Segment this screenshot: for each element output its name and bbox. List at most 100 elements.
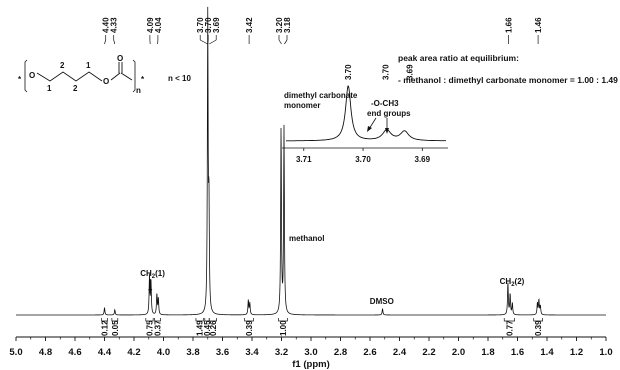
peak-annotations: CH2(1) methanol DMSO CH2(2) [140, 234, 524, 306]
integral-bracket [154, 318, 161, 322]
inset-peak-label: 3.70 [382, 64, 391, 80]
peak-labels: 4.40 4.33 4.09 4.04 3.70 3.70 3.69 3.42 3.20 3.18… [102, 17, 543, 45]
polymer-structure: * O 1 2 2 1 O O n * n < 10 [18, 54, 191, 95]
peak-label-leader [113, 39, 116, 45]
annotation-arrowhead-ch2-1 [148, 289, 153, 294]
peak-label: 3.18 [283, 17, 292, 33]
x-tick-label: 4.0 [157, 347, 170, 358]
x-tick-label: 3.8 [186, 347, 199, 358]
peak-label: 3.69 [212, 17, 221, 33]
inset-endgroup-label-line2: end groups [367, 109, 411, 118]
annotation-dmso: DMSO [370, 297, 394, 306]
inset-peak-label: 3.70 [344, 64, 353, 80]
x-tick-label: 1.6 [511, 347, 524, 358]
x-tick-label: 2.8 [334, 347, 347, 358]
integral-value: 0.75 [146, 320, 155, 336]
annotation-ch2-1: CH2(1) [140, 269, 165, 280]
integral-value: 0.77 [505, 320, 514, 336]
structure-carbon-2a: 2 [60, 61, 65, 70]
x-tick-label: 4.2 [127, 347, 140, 358]
structure-repeat-n: n [136, 86, 141, 95]
structure-bracket-right [132, 59, 136, 93]
integral-bracket [195, 318, 204, 322]
x-tick-label: 1.2 [570, 347, 583, 358]
x-tick-label: 4.6 [68, 347, 81, 358]
integral-value: 0.05 [111, 320, 120, 336]
structure-carbon-1b: 1 [86, 61, 91, 70]
peak-label: 3.70 [196, 17, 205, 33]
integral-bracket [145, 318, 154, 322]
integral-bracket [278, 318, 288, 322]
inset-tick-label: 3.71 [296, 155, 312, 164]
structure-carbon-1a: 1 [47, 84, 52, 93]
integral-value: 0.26 [209, 320, 218, 336]
peak-label-leader [209, 39, 217, 45]
integral-bracket [101, 318, 108, 322]
x-axis-ticks: 5.0 4.8 4.6 4.4 4.2 4.0 3.8 3.6 3.4 3.2 3.0 2.8 2.6 2… [9, 337, 613, 358]
inset-trace [286, 85, 446, 142]
integral-value: 1.00 [279, 320, 288, 336]
integral-labels: 0.12 0.05 0.75 0.37 1.490.450.26 0.39 1.00 0.77… [101, 318, 543, 336]
structure-carbon-2b: 2 [73, 84, 78, 93]
integral-bracket [208, 318, 217, 322]
x-tick-label: 1.0 [599, 347, 612, 358]
integral-bracket [244, 318, 254, 322]
structure-chain [36, 71, 103, 82]
integral-value: 0.39 [534, 320, 543, 336]
integral-bracket [533, 318, 543, 322]
peak-label: 4.04 [154, 17, 163, 33]
inset-monomer-label-line1: dimethyl carbonate [284, 91, 358, 100]
inset-tick-label: 3.69 [415, 155, 431, 164]
structure-oxygen-2: O [103, 77, 109, 86]
integral-value: 0.45 [203, 320, 212, 336]
peak-label: 1.46 [534, 17, 543, 33]
x-tick-label: 5.0 [9, 347, 22, 358]
structure-end-left: * [18, 75, 22, 84]
inset-spectrum: 3.71 3.70 3.69 3.70 3.70 3.69 dimethyl carbo… [282, 64, 448, 164]
structure-condition: n < 10 [168, 74, 191, 83]
peak-label: 3.20 [275, 17, 284, 33]
inset-monomer-label-line2: monomer [284, 101, 320, 110]
spectrum-trace [16, 6, 606, 316]
peak-label: 4.33 [110, 17, 119, 33]
x-axis-title: f1 (ppm) [292, 359, 329, 370]
inset-peak-labels: 3.70 3.70 3.69 [344, 64, 414, 80]
x-tick-label: 2.4 [393, 347, 407, 358]
peak-label: 3.42 [245, 17, 254, 33]
integral-value: 0.39 [245, 320, 254, 336]
structure-bracket-left [24, 59, 28, 93]
integral-value: 1.49 [196, 320, 205, 336]
annotation-methanol: methanol [289, 234, 325, 243]
peak-label-leader [207, 39, 209, 45]
equilibrium-ratio: - methanol : dimethyl carbonate monomer … [398, 75, 618, 85]
structure-bond-c-end [120, 72, 133, 81]
x-tick-label: 3.0 [304, 347, 317, 358]
equilibrium-title: peak area ratio at equilibrium: [398, 53, 519, 63]
x-tick-label: 4.8 [39, 347, 52, 358]
integral-value: 0.12 [101, 320, 110, 336]
inset-axis-ticks: 3.71 3.70 3.69 [296, 148, 431, 164]
inset-peak-label: 3.69 [406, 64, 415, 80]
inset-arrowhead-1 [367, 126, 372, 132]
integral-bracket [503, 318, 515, 322]
structure-oxygen-1: O [29, 71, 35, 80]
peak-label-leader [278, 39, 282, 45]
structure-bond-o-c [110, 72, 121, 81]
inset-endgroup-label-line1: -O-CH3 [371, 99, 399, 108]
integral-bracket [111, 318, 119, 322]
peak-label-leader [104, 39, 107, 45]
x-tick-label: 3.6 [216, 347, 229, 358]
peak-label-leader [284, 39, 288, 45]
x-tick-label: 1.8 [481, 347, 494, 358]
peak-label: 4.09 [146, 17, 155, 33]
x-tick-label: 3.2 [275, 347, 288, 358]
x-tick-label: 1.4 [540, 347, 554, 358]
integral-value: 0.37 [154, 320, 163, 336]
inset-tick-label: 3.70 [355, 155, 371, 164]
peak-label-leader [200, 39, 208, 45]
inset-arrowhead-2 [385, 128, 389, 134]
structure-end-right: * [141, 75, 145, 84]
structure-carbonyl-oxygen: O [117, 54, 123, 63]
x-tick-label: 4.4 [98, 347, 112, 358]
